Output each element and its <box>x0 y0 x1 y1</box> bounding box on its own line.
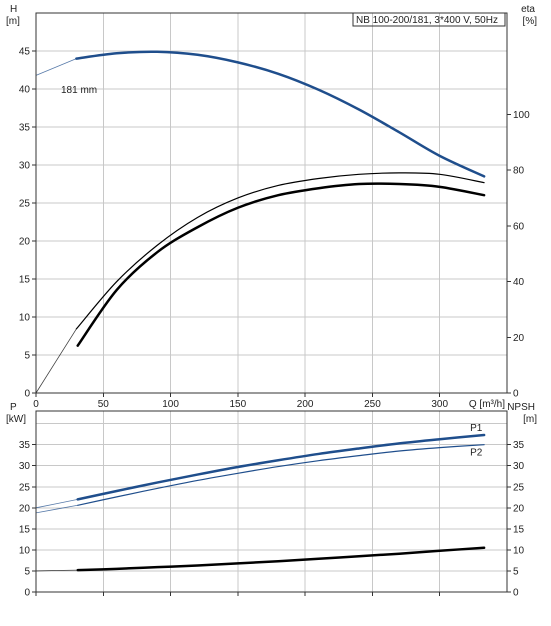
x-tick-label: 50 <box>98 399 110 410</box>
left-axis-title: H <box>10 4 17 15</box>
left-axis-unit: [kW] <box>6 414 26 425</box>
x-tick-label: 0 <box>33 399 39 410</box>
right-tick-label: 40 <box>513 277 525 288</box>
left-tick-label: 45 <box>19 47 31 58</box>
left-tick-label: 25 <box>19 482 31 493</box>
left-axis-title: P <box>10 402 17 413</box>
right-tick-label: 100 <box>513 110 530 121</box>
plot-frame <box>35 410 508 593</box>
left-axis-unit: [m] <box>6 16 20 27</box>
left-tick-label: 0 <box>24 588 30 599</box>
left-tick-label: 5 <box>24 351 30 362</box>
series-extension-line <box>35 328 77 394</box>
right-tick-label: 5 <box>513 566 519 577</box>
right-axis-title: eta <box>521 4 535 15</box>
left-tick-label: 15 <box>19 275 31 286</box>
series-extension-line <box>35 499 78 509</box>
right-axis-title: NPSH <box>507 402 535 413</box>
right-tick-label: 30 <box>513 461 525 472</box>
x-tick-label: 150 <box>230 399 247 410</box>
left-tick-label: 35 <box>19 440 31 451</box>
right-tick-label: 20 <box>513 333 525 344</box>
series-line <box>76 546 486 572</box>
x-tick-label: 100 <box>162 399 179 410</box>
series-label: P1 <box>470 423 483 434</box>
left-tick-label: 20 <box>19 503 31 514</box>
right-tick-label: 10 <box>513 545 525 556</box>
left-tick-label: 10 <box>19 313 31 324</box>
left-tick-label: 30 <box>19 161 31 172</box>
right-tick-label: 0 <box>513 389 519 400</box>
left-tick-label: 40 <box>19 85 31 96</box>
series-extension-line <box>35 58 77 76</box>
left-tick-label: 15 <box>19 524 31 535</box>
right-tick-label: 80 <box>513 166 525 177</box>
series-line <box>76 182 486 347</box>
x-tick-label: 250 <box>364 399 381 410</box>
series-line <box>77 444 485 506</box>
left-tick-label: 20 <box>19 237 31 248</box>
right-tick-label: 60 <box>513 221 525 232</box>
series-line <box>76 433 486 501</box>
left-tick-label: 25 <box>19 199 31 210</box>
left-tick-label: 35 <box>19 123 31 134</box>
right-tick-label: 25 <box>513 482 525 493</box>
left-tick-label: 30 <box>19 461 31 472</box>
right-tick-label: 20 <box>513 503 525 514</box>
right-axis-unit: [m] <box>523 414 537 425</box>
right-tick-label: 0 <box>513 588 519 599</box>
left-tick-label: 5 <box>24 566 30 577</box>
series-extension-line <box>35 569 78 572</box>
left-tick-label: 0 <box>24 389 30 400</box>
x-axis-title: Q [m³/h] <box>469 399 505 410</box>
right-axis-unit: [%] <box>523 16 538 27</box>
x-tick-label: 300 <box>431 399 448 410</box>
series-line <box>75 172 485 330</box>
series-label: 181 mm <box>61 85 97 96</box>
series-extension-line <box>35 504 78 514</box>
x-tick-label: 200 <box>297 399 314 410</box>
series-label: P2 <box>470 448 483 459</box>
model-annotation: NB 100-200/181, 3*400 V, 50Hz <box>356 15 498 26</box>
left-tick-label: 10 <box>19 545 31 556</box>
annotation-box <box>352 12 506 27</box>
right-tick-label: 35 <box>513 440 525 451</box>
series-line <box>75 50 486 178</box>
right-tick-label: 15 <box>513 524 525 535</box>
